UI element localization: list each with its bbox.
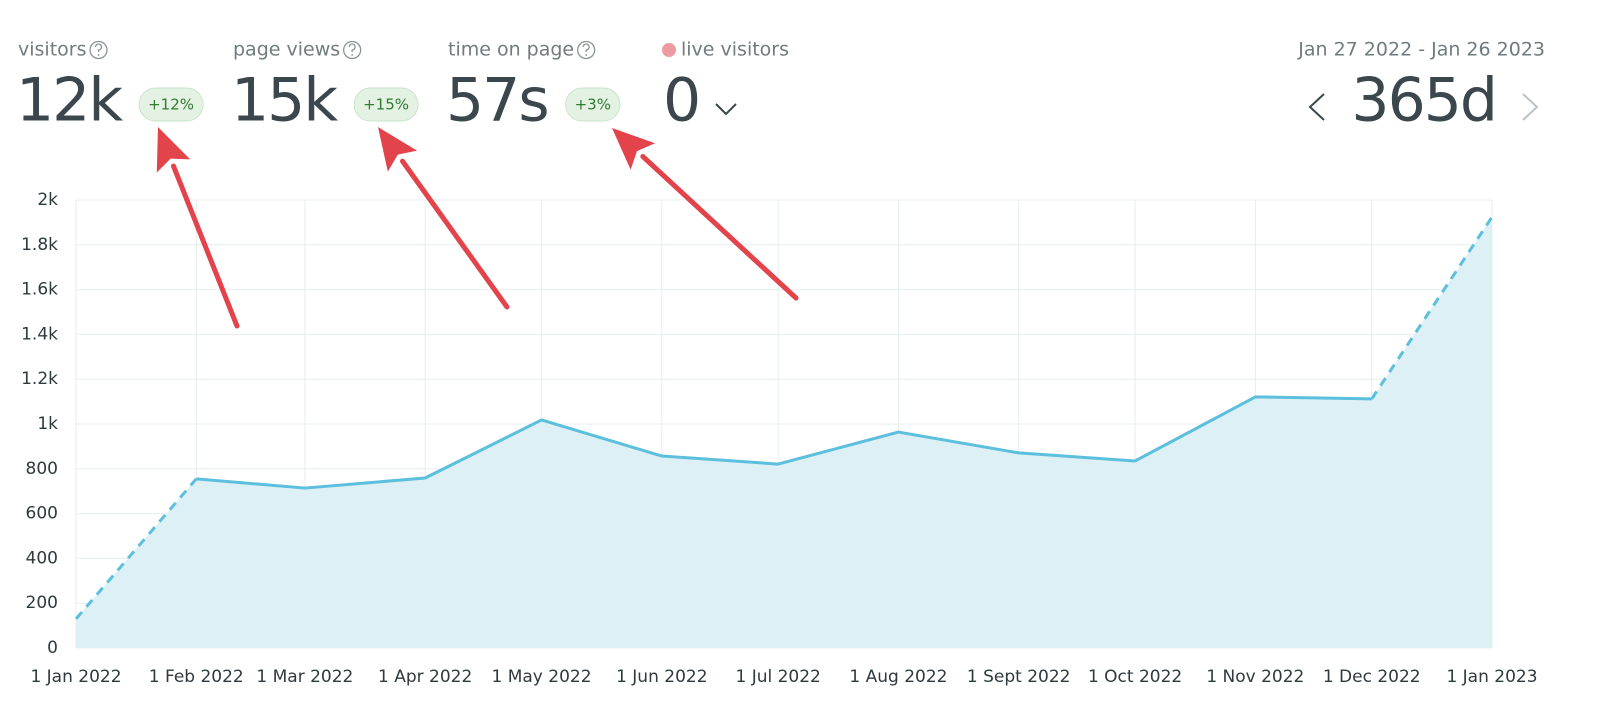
stat-label: time on page [448, 39, 574, 61]
live-value: 0 [663, 66, 699, 136]
live-label: live visitors [681, 39, 789, 61]
annotation-arrows [156, 127, 799, 329]
header: visitors 12k +12% page views 15k +15% time on … [16, 39, 1545, 136]
arrow-head [612, 128, 656, 170]
stat-label: visitors [18, 39, 87, 61]
x-tick-label: 1 Feb 2022 [149, 667, 244, 687]
stat-value: 57s [446, 66, 548, 136]
y-tick-label: 200 [26, 593, 58, 613]
line [196, 395, 1372, 490]
arrow-head [378, 127, 418, 172]
y-tick-label: 400 [26, 548, 58, 568]
date-range: Jan 27 2022 - Jan 26 2023 [1297, 39, 1545, 61]
area-fill [76, 217, 1492, 649]
y-tick-label: 1k [37, 414, 58, 434]
live-dropdown[interactable] [715, 103, 737, 116]
y-tick-label: 0 [47, 638, 58, 658]
x-tick-label: 1 Jul 2022 [735, 667, 820, 687]
arrow-shaft [640, 154, 799, 301]
help-dot [585, 54, 588, 56]
help-icon[interactable] [343, 40, 362, 60]
stat-value: 12k [16, 66, 123, 136]
x-tick-label: 1 Aug 2022 [849, 667, 947, 687]
help-glyph [582, 43, 590, 52]
change-text: +12% [148, 96, 194, 114]
period: 365d [1351, 66, 1496, 136]
change-text: +15% [363, 96, 409, 114]
change-badge [138, 87, 204, 122]
x-tick-label: 1 Mar 2022 [256, 667, 353, 687]
x-tick-label: 1 Jan 2023 [1446, 667, 1537, 687]
help-glyph [348, 43, 356, 52]
y-tick-label: 1.6k [21, 280, 58, 300]
x-tick-label: 1 Sept 2022 [967, 667, 1071, 687]
next-period[interactable] [1522, 93, 1539, 121]
change-badge [565, 87, 621, 122]
prev-period[interactable] [1308, 93, 1325, 121]
line-dashed [1370, 216, 1494, 400]
help-glyph [94, 43, 103, 52]
x-tick-label: 1 Nov 2022 [1206, 667, 1304, 687]
y-tick-label: 1.8k [21, 235, 58, 255]
x-tick-label: 1 Jan 2022 [30, 667, 121, 687]
change-text: +3% [575, 96, 611, 114]
x-tick-label: 1 May 2022 [492, 667, 592, 687]
stat-value: 15k [231, 66, 338, 136]
stat-label: page views [233, 39, 340, 61]
live-dot [662, 43, 676, 57]
y-tick-label: 1.2k [21, 369, 58, 389]
y-tick-label: 2k [37, 190, 58, 210]
y-tick-label: 800 [26, 459, 58, 479]
help-dot [97, 54, 100, 56]
help-icon[interactable] [89, 40, 108, 60]
help-dot [351, 54, 354, 56]
arrow-shaft [399, 158, 510, 310]
chart: 0 200 400 600 800 1k 1.2k 1.4k 1.6k 1.8k 2k 1 Jan 2… [21, 190, 1537, 687]
y-tick-label: 600 [26, 504, 58, 524]
arrow-head [156, 127, 191, 173]
y-tick-label: 1.4k [21, 324, 58, 344]
change-badge [353, 87, 419, 122]
x-tick-label: 1 Oct 2022 [1088, 667, 1182, 687]
arrow-shaft [170, 163, 240, 329]
x-tick-label: 1 Apr 2022 [378, 667, 472, 687]
help-icon[interactable] [576, 40, 596, 60]
x-tick-label: 1 Jun 2022 [616, 667, 707, 687]
x-tick-label: 1 Dec 2022 [1323, 667, 1421, 687]
